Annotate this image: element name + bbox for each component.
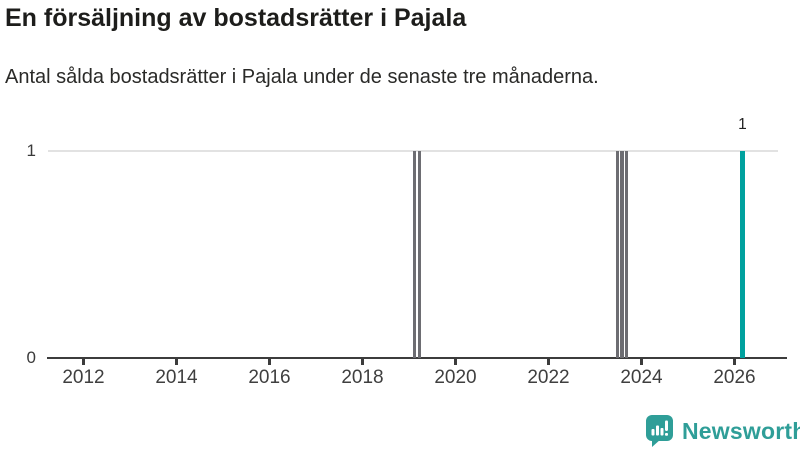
chart-subtitle: Antal sålda bostadsrätter i Pajala under…	[5, 66, 599, 88]
page-title: En försäljning av bostadsrätter i Pajala	[5, 4, 467, 32]
bar-earlier-sales	[412, 150, 417, 358]
x-axis-label-2012: 2012	[62, 366, 105, 388]
y-axis-label-1: 1	[26, 140, 36, 160]
bar-latest-sale	[739, 150, 745, 358]
x-axis-tick-2016	[268, 359, 271, 365]
x-axis-label-2020: 2020	[434, 366, 477, 388]
x-axis-label-2014: 2014	[155, 366, 198, 388]
x-axis-tick-2026	[733, 359, 736, 365]
x-axis-tick-2012	[82, 359, 85, 365]
bar-earlier-sales	[620, 150, 624, 358]
bar-earlier-sales	[615, 150, 620, 358]
newsworthy-logo-icon	[646, 415, 673, 447]
x-axis-tick-2024	[640, 359, 643, 365]
newsworthy-logo-text: Newsworthy	[682, 418, 800, 444]
y-axis-label-0: 0	[26, 347, 36, 367]
bar-value-label: 1	[738, 115, 747, 133]
bar-earlier-sales	[417, 150, 422, 358]
x-axis-tick-2014	[175, 359, 178, 365]
x-axis-label-2026: 2026	[713, 366, 756, 388]
x-axis-tick-2018	[361, 359, 364, 365]
newsworthy-logo: Newsworthy	[645, 415, 800, 448]
x-axis-label-2024: 2024	[620, 366, 663, 388]
x-axis-label-2016: 2016	[248, 366, 291, 388]
x-axis-label-2022: 2022	[527, 366, 570, 388]
bar-earlier-sales	[624, 150, 629, 358]
plot-area: 0 1 2012 2014 2016 2018 2020 2022 2024 2026 1	[26, 115, 787, 388]
x-axis-line	[47, 356, 787, 359]
x-axis-tick-2020	[454, 359, 457, 365]
x-axis-tick-2022	[547, 359, 550, 365]
x-axis-label-2018: 2018	[341, 366, 384, 388]
